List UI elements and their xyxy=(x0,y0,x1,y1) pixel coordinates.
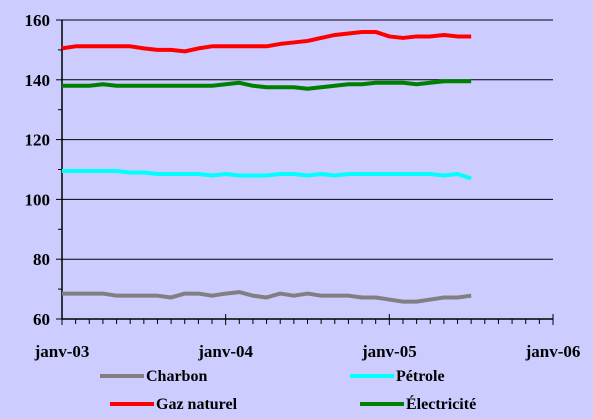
x-tick-label: janv-04 xyxy=(197,342,253,361)
y-tick-label: 140 xyxy=(25,71,51,90)
plot-area xyxy=(62,20,553,319)
y-tick-label: 100 xyxy=(25,190,51,209)
legend-label-petrole: Pétrole xyxy=(396,368,445,385)
x-tick-label: janv-06 xyxy=(525,342,581,361)
x-tick-label: janv-03 xyxy=(34,342,90,361)
y-tick-label: 160 xyxy=(25,11,51,30)
legend-label-gaz-naturel: Gaz naturel xyxy=(156,396,238,413)
series-line-charbon xyxy=(62,290,472,304)
y-tick-label: 60 xyxy=(33,310,50,329)
series-line-petrole xyxy=(62,169,472,181)
y-tick-label: 80 xyxy=(33,250,50,269)
legend-label-electricite: Électricité xyxy=(406,394,476,413)
legend-label-charbon: Charbon xyxy=(146,368,207,385)
series-line-gaz-naturel xyxy=(61,29,472,54)
y-tick-label: 120 xyxy=(25,131,51,150)
x-tick-label: janv-05 xyxy=(361,342,417,361)
series-line-electricite xyxy=(62,79,472,91)
